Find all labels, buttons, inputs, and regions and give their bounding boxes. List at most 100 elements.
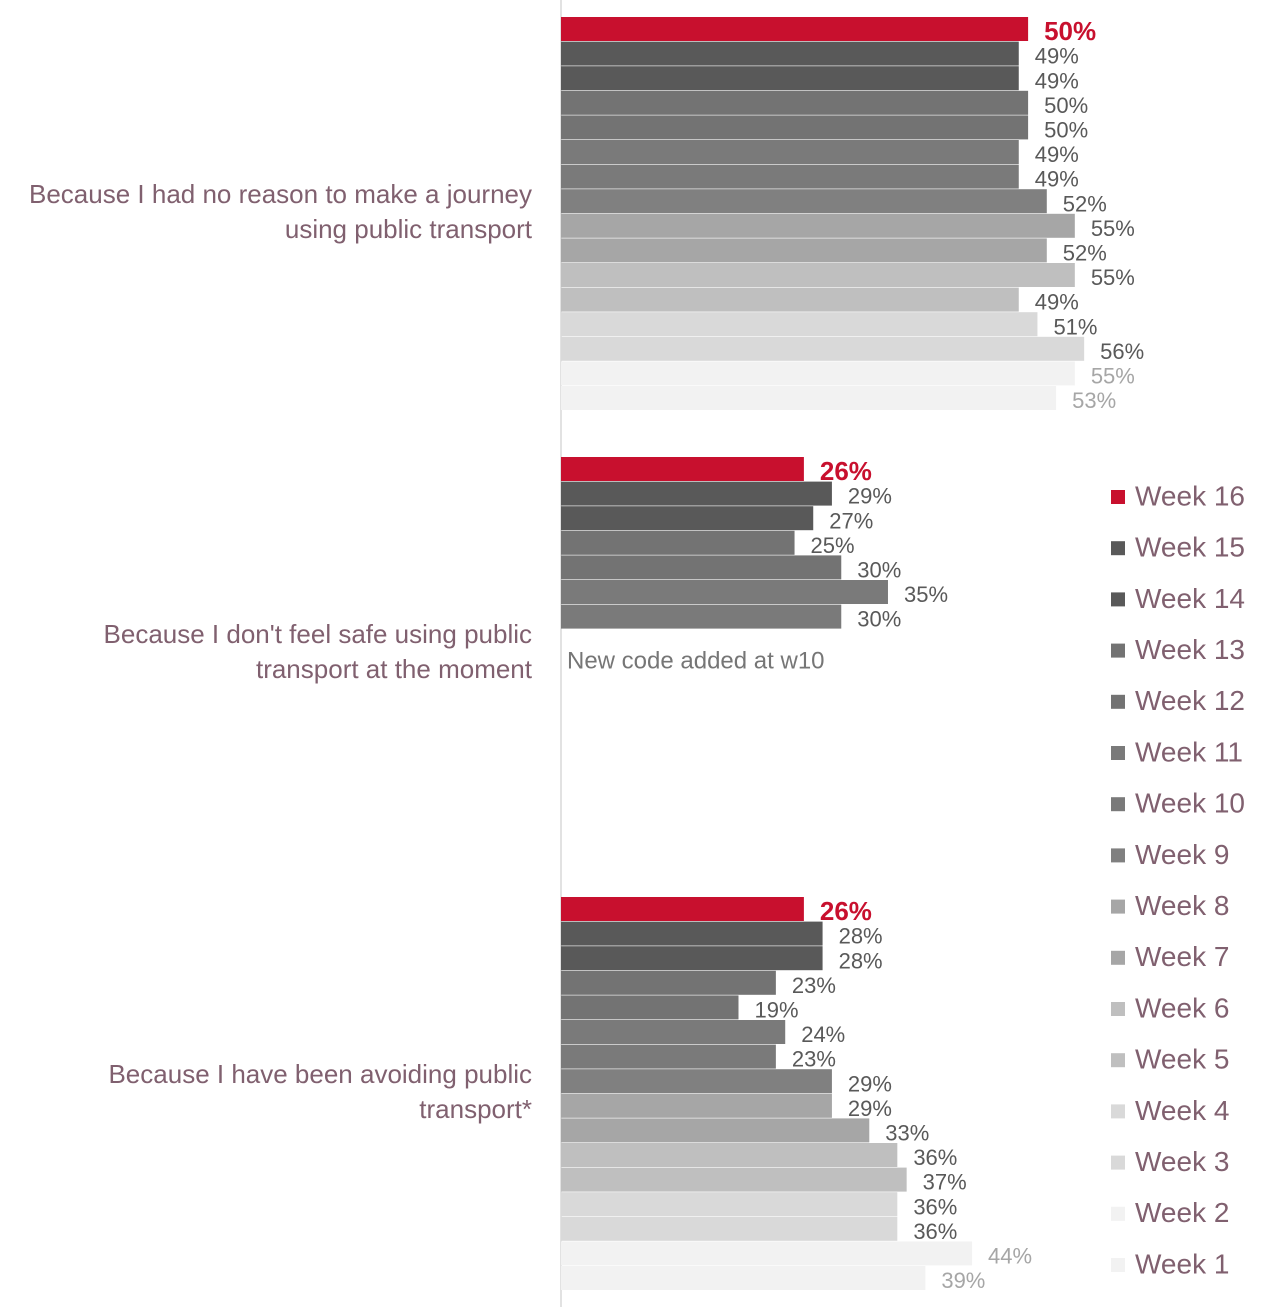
- value-label: 29%: [848, 1071, 892, 1096]
- value-label: 49%: [1035, 68, 1079, 93]
- legend-label: Week 7: [1135, 941, 1229, 972]
- legend-swatch: [1111, 643, 1125, 658]
- legend-swatch: [1111, 1155, 1125, 1170]
- annotation: New code added at w10: [567, 647, 825, 674]
- bar: [561, 1266, 926, 1290]
- legend-swatch: [1111, 1053, 1125, 1068]
- bar: [561, 530, 795, 555]
- bar: [561, 921, 823, 946]
- value-label: 51%: [1053, 314, 1097, 339]
- legend-swatch: [1111, 1206, 1125, 1221]
- bar: [561, 386, 1057, 410]
- legend-label: Week 1: [1135, 1248, 1229, 1279]
- value-label: 49%: [1035, 167, 1079, 192]
- legend-swatch: [1111, 541, 1125, 556]
- value-label: 55%: [1091, 216, 1135, 241]
- value-label: 39%: [941, 1268, 985, 1293]
- value-label: 36%: [913, 1194, 957, 1219]
- legend-label: Week 5: [1135, 1044, 1229, 1075]
- bar: [561, 164, 1019, 189]
- bar: [561, 995, 739, 1020]
- value-label: 30%: [857, 607, 901, 632]
- bar: [561, 1143, 898, 1167]
- value-label: 33%: [885, 1121, 929, 1146]
- bar: [561, 41, 1019, 66]
- value-label: 19%: [755, 998, 799, 1023]
- value-label: 23%: [792, 973, 836, 998]
- bar: [561, 481, 832, 506]
- bar: [561, 555, 842, 580]
- bar: [561, 1069, 832, 1094]
- bar: [561, 946, 823, 971]
- bar: [561, 1167, 907, 1192]
- bar: [561, 17, 1029, 41]
- bar: [561, 897, 804, 921]
- value-label: 49%: [1035, 44, 1079, 69]
- value-label: 55%: [1091, 364, 1135, 389]
- bar: [561, 189, 1047, 214]
- value-label: 27%: [829, 508, 873, 533]
- value-label: 36%: [913, 1145, 957, 1170]
- value-label: 36%: [913, 1219, 957, 1244]
- value-label: 26%: [820, 896, 872, 926]
- legend-swatch: [1111, 950, 1125, 965]
- value-label: 50%: [1044, 93, 1088, 118]
- value-label: 35%: [904, 582, 948, 607]
- legend-label: Week 2: [1135, 1197, 1229, 1228]
- value-label: 44%: [988, 1244, 1032, 1269]
- value-label: 26%: [820, 456, 872, 486]
- bar: [561, 361, 1075, 386]
- legend-label: Week 8: [1135, 890, 1229, 921]
- bar: [561, 287, 1019, 312]
- bar: [561, 970, 776, 995]
- legend-swatch: [1111, 694, 1125, 709]
- value-label: 28%: [839, 924, 883, 949]
- legend-label: Week 6: [1135, 992, 1229, 1023]
- legend-label: Week 13: [1135, 634, 1245, 665]
- category-label: Because I had no reason to make a journe…: [29, 178, 532, 244]
- legend-label: Week 11: [1135, 736, 1243, 767]
- legend-label: Week 3: [1135, 1146, 1229, 1177]
- legend-swatch: [1111, 746, 1125, 760]
- legend-label: Week 4: [1135, 1095, 1229, 1126]
- bar: [561, 1216, 898, 1241]
- bar: [561, 1020, 786, 1044]
- legend-swatch: [1111, 490, 1125, 504]
- bar: [561, 115, 1029, 140]
- value-label: 53%: [1072, 388, 1116, 413]
- bar: [561, 580, 888, 604]
- legend-swatch: [1111, 1104, 1125, 1119]
- bar: [561, 140, 1019, 164]
- value-label: 24%: [801, 1022, 845, 1047]
- bar: [561, 1241, 973, 1266]
- bar: [561, 336, 1085, 361]
- value-label: 23%: [792, 1047, 836, 1072]
- value-label: 50%: [1044, 118, 1088, 143]
- legend-label: Week 15: [1135, 532, 1245, 563]
- category-label: Because I don't feel safe using public t…: [103, 618, 532, 684]
- value-label: 50%: [1044, 16, 1096, 46]
- value-label: 55%: [1091, 265, 1135, 290]
- legend-label: Week 12: [1135, 685, 1245, 716]
- legend-swatch: [1111, 797, 1125, 812]
- value-label: 28%: [839, 948, 883, 973]
- bar: [561, 238, 1047, 263]
- category-label: Because I have been avoiding public tran…: [108, 1058, 532, 1124]
- legend-label: Week 14: [1135, 583, 1245, 614]
- legend-swatch: [1111, 1258, 1125, 1272]
- bar: [561, 66, 1019, 91]
- legend-label: Week 16: [1135, 480, 1245, 511]
- legend-label: Week 10: [1135, 788, 1245, 819]
- bar: [561, 213, 1075, 238]
- bar: [561, 312, 1038, 337]
- bar: [561, 1044, 776, 1069]
- legend-label: Week 9: [1135, 839, 1229, 870]
- value-label: 30%: [857, 558, 901, 583]
- value-label: 52%: [1063, 241, 1107, 266]
- bar: [561, 604, 842, 629]
- value-label: 49%: [1035, 142, 1079, 167]
- bar: [561, 1093, 832, 1118]
- bar: [561, 1118, 870, 1143]
